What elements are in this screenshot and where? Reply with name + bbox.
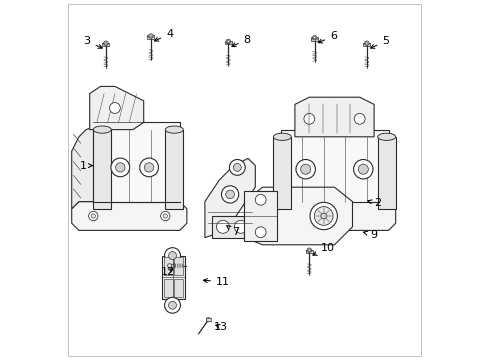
Circle shape <box>358 164 367 174</box>
Circle shape <box>109 103 120 113</box>
Circle shape <box>295 159 315 179</box>
Polygon shape <box>72 202 186 230</box>
Text: 12: 12 <box>160 267 174 277</box>
Text: 11: 11 <box>203 276 229 287</box>
Circle shape <box>216 220 229 233</box>
Bar <box>174 257 183 275</box>
Circle shape <box>365 42 367 44</box>
Bar <box>311 37 318 41</box>
Bar <box>363 42 369 46</box>
Circle shape <box>300 164 310 174</box>
Circle shape <box>225 190 234 199</box>
Circle shape <box>206 318 210 322</box>
Circle shape <box>140 158 158 177</box>
Bar <box>171 264 174 267</box>
Text: 13: 13 <box>214 322 227 332</box>
Text: 7: 7 <box>226 226 239 237</box>
Circle shape <box>221 186 238 203</box>
Bar <box>102 42 109 46</box>
Ellipse shape <box>377 133 395 140</box>
Circle shape <box>144 163 153 172</box>
Circle shape <box>168 301 176 309</box>
Polygon shape <box>89 86 143 130</box>
Ellipse shape <box>165 126 183 133</box>
Circle shape <box>364 41 368 45</box>
Bar <box>205 319 210 321</box>
Circle shape <box>320 213 326 219</box>
Text: 5: 5 <box>370 36 388 48</box>
Circle shape <box>303 113 314 124</box>
Polygon shape <box>244 187 352 245</box>
Circle shape <box>332 210 343 222</box>
Text: 6: 6 <box>318 31 336 43</box>
Circle shape <box>313 37 315 39</box>
Bar <box>174 279 183 297</box>
Circle shape <box>307 249 310 251</box>
Circle shape <box>226 40 229 42</box>
Circle shape <box>91 214 95 218</box>
Polygon shape <box>72 122 107 209</box>
Circle shape <box>164 297 180 313</box>
Circle shape <box>234 220 247 233</box>
Circle shape <box>255 194 265 205</box>
Circle shape <box>148 34 153 38</box>
Circle shape <box>225 39 230 44</box>
Ellipse shape <box>93 126 111 133</box>
Text: 9: 9 <box>363 230 376 240</box>
Polygon shape <box>273 202 395 230</box>
Circle shape <box>160 211 170 221</box>
Circle shape <box>168 252 176 260</box>
Circle shape <box>229 159 244 175</box>
Polygon shape <box>294 97 373 137</box>
Text: 4: 4 <box>154 29 173 41</box>
Bar <box>93 122 179 202</box>
Circle shape <box>353 159 372 179</box>
Bar <box>163 279 172 297</box>
Circle shape <box>354 113 365 124</box>
Text: 10: 10 <box>312 243 334 255</box>
Bar <box>305 249 312 253</box>
Circle shape <box>255 227 265 238</box>
Circle shape <box>233 163 241 171</box>
Circle shape <box>314 207 332 225</box>
Bar <box>244 191 276 241</box>
Bar <box>162 256 185 299</box>
Bar <box>377 137 395 209</box>
Circle shape <box>111 158 129 177</box>
Bar <box>165 130 183 209</box>
Bar <box>273 137 291 209</box>
Bar <box>147 35 154 39</box>
Bar <box>280 130 387 202</box>
Circle shape <box>104 42 107 44</box>
Circle shape <box>149 35 152 37</box>
Circle shape <box>115 163 125 172</box>
Text: 3: 3 <box>83 36 102 48</box>
Circle shape <box>306 248 311 252</box>
Circle shape <box>164 248 180 264</box>
Polygon shape <box>212 216 247 238</box>
Circle shape <box>103 41 108 45</box>
Polygon shape <box>204 158 255 238</box>
Text: 8: 8 <box>231 35 250 46</box>
Ellipse shape <box>273 133 291 140</box>
Bar <box>93 130 111 209</box>
Bar <box>224 41 231 44</box>
Circle shape <box>167 264 171 268</box>
Circle shape <box>163 214 167 218</box>
Circle shape <box>309 202 337 230</box>
Text: 2: 2 <box>367 198 381 208</box>
Circle shape <box>88 211 98 221</box>
Text: 1: 1 <box>80 161 92 171</box>
Circle shape <box>312 36 316 40</box>
Bar <box>163 257 172 275</box>
